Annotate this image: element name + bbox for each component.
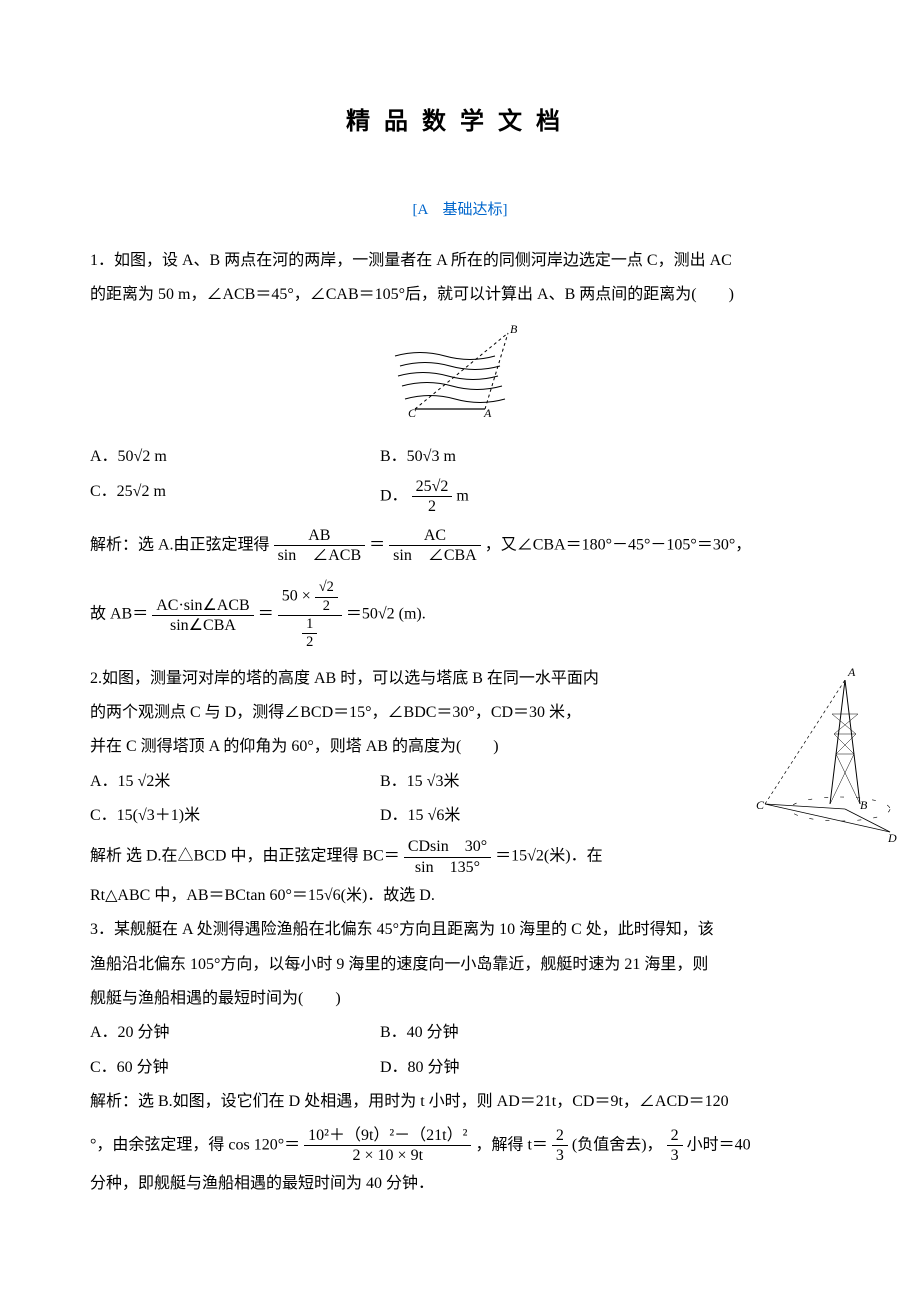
q1-options-row2: C．25√2 m D． 25√2 2 m (90, 477, 830, 516)
q1-ans1-eq: ＝ (369, 536, 385, 553)
q1-options-row1: A．50√2 m B．50√3 m (90, 442, 830, 472)
q3-answer-line1: 解析：选 B.如图，设它们在 D 处相遇，用时为 t 小时，则 AD＝21t，C… (90, 1087, 830, 1117)
q3-stem-line3: 舰艇与渔船相遇的最短时间为( ) (90, 984, 830, 1014)
q1-ans2-prefix: 故 AB＝ (90, 606, 148, 623)
svg-text:A: A (847, 665, 856, 679)
q1-ans2-f2top-num: 50 × (282, 588, 311, 605)
svg-text:B: B (510, 322, 518, 336)
q3-ans2-f3-num: 2 (667, 1126, 683, 1146)
q1-ans2-f2-den: 1 2 (278, 616, 342, 652)
q3-stem-line1: 3．某舰艇在 A 处测得遇险渔船在北偏东 45°方向且距离为 10 海里的 C … (90, 915, 830, 945)
q3-option-a: A．20 分钟 (90, 1018, 380, 1048)
q1-option-a: A．50√2 m (90, 442, 380, 472)
q2-options-row2: C．15(√3＋1)米 D．15 √6米 (90, 801, 730, 831)
q1-figure: C A B (90, 321, 830, 432)
q2-stem-line3: 并在 C 测得塔顶 A 的仰角为 60°，则塔 AB 的高度为( ) (90, 732, 730, 762)
q1-ans1-prefix: 解析：选 A.由正弦定理得 (90, 536, 270, 553)
q2-option-b: B．15 √3米 (380, 767, 730, 797)
q2-option-c: C．15(√3＋1)米 (90, 801, 380, 831)
q1-ans1-f2-den: sin ∠CBA (389, 546, 481, 565)
q3-ans2-mid: ，解得 t＝ (475, 1136, 547, 1153)
q2-tower-figure: A C B D (750, 664, 900, 844)
q1-optd-num: 25√2 (412, 477, 453, 497)
q1-stem-line1: 1．如图，设 A、B 两点在河的两岸，一测量者在 A 所在的同侧河岸边选定一点 … (90, 246, 830, 276)
q1-ans2-f1-den: sin∠CBA (152, 616, 253, 635)
q3-ans2-f2-den: 3 (552, 1146, 568, 1165)
q1-optd-prefix: D． (380, 487, 408, 504)
q3-ans2-f3-den: 3 (667, 1146, 683, 1165)
q3-option-c: C．60 分钟 (90, 1053, 380, 1083)
q1-ans1-f1-den: sin ∠ACB (274, 546, 366, 565)
q1-option-c: C．25√2 m (90, 477, 380, 516)
q1-ans2-f2-num: 50 × √2 2 (278, 579, 342, 616)
svg-text:C: C (756, 798, 765, 812)
q1-stem-line2: 的距离为 50 m，∠ACB＝45°，∠CAB＝105°后，就可以计算出 A、B… (90, 280, 830, 310)
q1-ans1-f2-num: AC (389, 526, 481, 546)
q1-ans2-mid: ＝ (258, 606, 274, 623)
q1-ans2-f2bot-num: 1 (302, 616, 317, 634)
q1-optd-suffix: m (456, 487, 468, 504)
q1-option-b: B．50√3 m (380, 442, 830, 472)
q2-answer-line1: 解析 选 D.在△BCD 中，由正弦定理得 BC＝ CDsin 30° sin … (90, 837, 830, 876)
q2-ans1-tail: ＝15√2(米)．在 (495, 848, 602, 865)
section-label: [A 基础达标] (90, 196, 830, 225)
q3-answer-line2: °，由余弦定理，得 cos 120°＝ 10²＋（9t）²－（21t）² 2 ×… (90, 1126, 830, 1165)
q1-answer-line1: 解析：选 A.由正弦定理得 AB sin ∠ACB ＝ AC sin ∠CBA … (90, 526, 830, 565)
q2-stem-line1: 2.如图，测量河对岸的塔的高度 AB 时，可以选与塔底 B 在同一水平面内 (90, 664, 730, 694)
q1-ans2-f1-num: AC·sin∠ACB (152, 596, 253, 616)
svg-text:A: A (483, 406, 492, 420)
q2-answer-line2: Rt△ABC 中，AB＝BCtan 60°＝15√6(米)．故选 D. (90, 881, 830, 911)
q2-ans1-den: sin 135° (404, 858, 491, 877)
document-title: 精品数学文档 (90, 100, 830, 146)
q3-ans2-f2-num: 2 (552, 1126, 568, 1146)
q3-ans2-tail: 小时＝40 (687, 1136, 751, 1153)
q2-ans1-prefix: 解析 选 D.在△BCD 中，由正弦定理得 BC＝ (90, 848, 400, 865)
svg-text:C: C (408, 406, 417, 420)
q1-ans2-f2top-frac-den: 2 (315, 598, 338, 615)
q3-option-d: D．80 分钟 (380, 1053, 830, 1083)
q2-block: A C B D 2.如图，测量河对岸的塔的高度 AB 时，可以选与塔底 B 在同… (90, 664, 830, 832)
q2-option-a: A．15 √2米 (90, 767, 380, 797)
q1-ans2-f2top-frac-num: √2 (315, 579, 338, 597)
q1-answer-line2: 故 AB＝ AC·sin∠ACB sin∠CBA ＝ 50 × √2 2 1 2… (90, 579, 830, 651)
q1-optd-den: 2 (412, 497, 453, 516)
q1-option-d: D． 25√2 2 m (380, 477, 830, 516)
q1-ans2-f2bot-den: 2 (302, 634, 317, 651)
q2-options-row1: A．15 √2米 B．15 √3米 (90, 767, 730, 797)
q2-stem-line2: 的两个观测点 C 与 D，测得∠BCD＝15°，∠BDC＝30°，CD＝30 米… (90, 698, 730, 728)
q3-option-b: B．40 分钟 (380, 1018, 830, 1048)
q1-ans1-tail: ，又∠CBA＝180°－45°－105°＝30°， (485, 536, 752, 553)
q1-ans1-f1-num: AB (274, 526, 366, 546)
q2-ans1-num: CDsin 30° (404, 837, 491, 857)
q3-ans2-mid2: (负值舍去)， (572, 1136, 663, 1153)
q3-options-row1: A．20 分钟 B．40 分钟 (90, 1018, 830, 1048)
svg-text:B: B (860, 798, 868, 812)
q3-stem-line2: 渔船沿北偏东 105°方向，以每小时 9 海里的速度向一小岛靠近，舰艇时速为 2… (90, 950, 830, 980)
q3-answer-line3: 分种，即舰艇与渔船相遇的最短时间为 40 分钟． (90, 1169, 830, 1199)
q3-ans2-num: 10²＋（9t）²－（21t）² (304, 1126, 471, 1146)
q3-ans2-den: 2 × 10 × 9t (304, 1146, 471, 1165)
q1-ans2-tail: ＝50√2 (m). (346, 606, 426, 623)
q3-options-row2: C．60 分钟 D．80 分钟 (90, 1053, 830, 1083)
q3-ans2-prefix: °，由余弦定理，得 cos 120°＝ (90, 1136, 300, 1153)
q2-option-d: D．15 √6米 (380, 801, 730, 831)
svg-text:D: D (887, 831, 897, 844)
